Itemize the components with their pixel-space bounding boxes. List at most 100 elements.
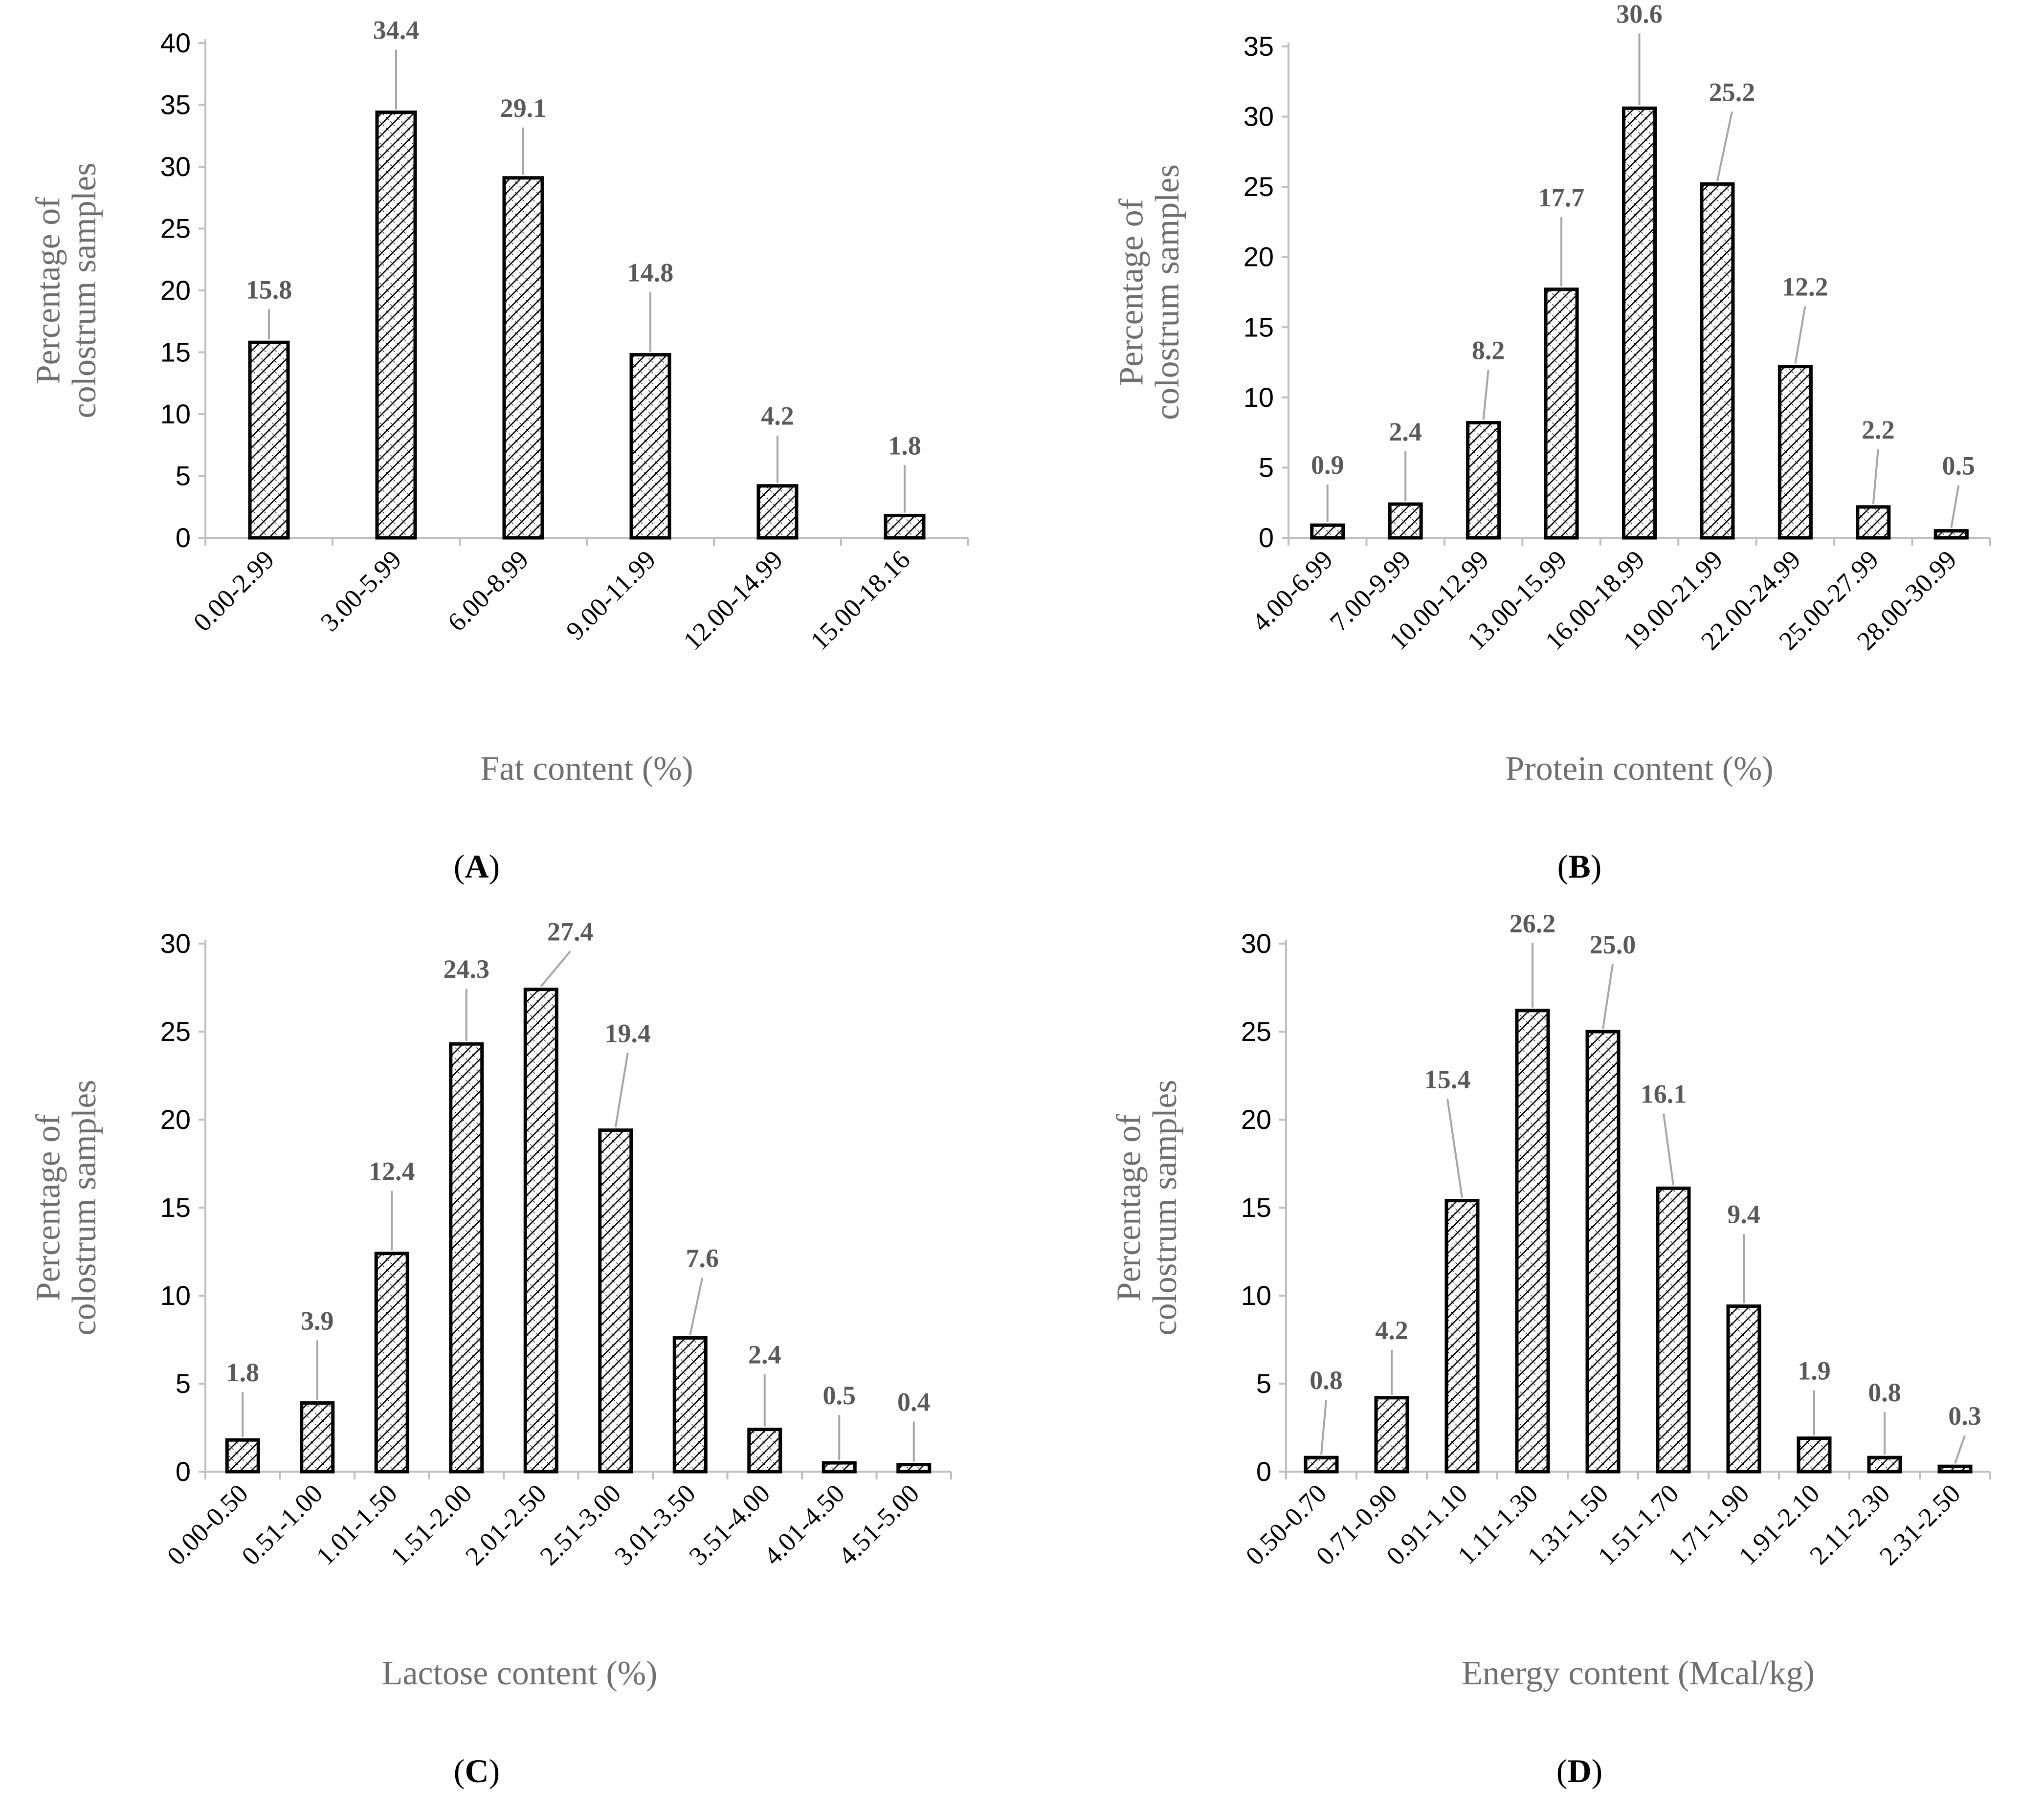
data-label-leader bbox=[1954, 1435, 1966, 1464]
y-tick-label: 10 bbox=[160, 398, 191, 429]
bar bbox=[1856, 505, 1891, 540]
x-tick-label: 12.00-14.99 bbox=[678, 545, 789, 656]
y-tick-label: 15 bbox=[160, 337, 191, 368]
bar bbox=[1374, 1396, 1409, 1474]
bar bbox=[1622, 106, 1657, 540]
bar bbox=[449, 1042, 484, 1474]
data-label: 29.1 bbox=[500, 93, 547, 123]
data-label: 0.3 bbox=[1948, 1401, 1981, 1431]
x-axis-title: Fat content (%) bbox=[480, 750, 693, 788]
data-label: 0.8 bbox=[1868, 1378, 1901, 1407]
chart-lactose-content: 0 5 10 15 20 25 30 1.8 0.00-0.50 3.9 0.51-1.00 12.4… bbox=[30, 917, 952, 1789]
y-tick-label: 25 bbox=[160, 213, 191, 244]
data-label: 1.8 bbox=[226, 1358, 260, 1387]
x-tick-label: 3.01-3.50 bbox=[609, 1478, 701, 1571]
y-tick-label: 10 bbox=[1244, 382, 1274, 413]
y-tick-label: 30 bbox=[160, 151, 191, 182]
x-axis-title: Lactose content (%) bbox=[382, 1655, 658, 1692]
data-label-leader bbox=[614, 1053, 629, 1127]
bar bbox=[1444, 1199, 1480, 1474]
y-tick-label: 20 bbox=[1241, 1104, 1271, 1135]
bar bbox=[822, 1461, 857, 1474]
y-axis-title: Percentage ofcolostrum samples bbox=[1111, 1080, 1184, 1336]
bar bbox=[1388, 502, 1423, 540]
data-label-leader bbox=[1663, 1113, 1674, 1186]
data-label: 7.6 bbox=[686, 1243, 719, 1273]
bar bbox=[1656, 1186, 1691, 1474]
bar bbox=[629, 353, 671, 540]
y-tick-label: 40 bbox=[160, 27, 191, 58]
panel-b: 0 5 10 15 20 25 30 35 0.9 4.00-6.99 2.4 7.00-9.99 8.… bbox=[1022, 0, 2044, 904]
y-tick-label: 10 bbox=[160, 1280, 191, 1311]
bar bbox=[884, 513, 926, 540]
data-label-leader bbox=[1716, 111, 1733, 181]
data-label: 4.2 bbox=[761, 401, 794, 431]
bar bbox=[672, 1336, 708, 1474]
data-label: 0.5 bbox=[823, 1381, 856, 1410]
data-label: 25.2 bbox=[1709, 77, 1755, 107]
bar bbox=[300, 1401, 335, 1474]
bar bbox=[375, 110, 417, 540]
data-label: 8.2 bbox=[1472, 336, 1505, 365]
x-tick-label: 2.01-2.50 bbox=[460, 1478, 552, 1571]
data-label: 34.4 bbox=[373, 16, 420, 45]
data-label: 26.2 bbox=[1510, 909, 1556, 938]
x-tick-label: 1.01-1.50 bbox=[311, 1478, 403, 1571]
bar bbox=[248, 340, 290, 540]
x-tick-label: 0.51-1.00 bbox=[236, 1478, 328, 1571]
bar bbox=[1867, 1456, 1902, 1474]
data-label: 2.2 bbox=[1862, 415, 1895, 444]
y-tick-label: 30 bbox=[1244, 101, 1274, 132]
data-label-leader bbox=[1482, 370, 1489, 420]
bar bbox=[1726, 1304, 1761, 1474]
bar bbox=[1466, 421, 1501, 540]
x-tick-label: 0.00-0.50 bbox=[161, 1478, 254, 1571]
bar bbox=[1515, 1009, 1550, 1474]
y-tick-label: 25 bbox=[160, 1016, 191, 1047]
bar bbox=[1304, 1456, 1339, 1474]
y-tick-label: 25 bbox=[1244, 171, 1274, 202]
y-tick-label: 0 bbox=[176, 522, 191, 553]
y-tick-label: 20 bbox=[160, 275, 191, 306]
data-label: 3.9 bbox=[301, 1306, 334, 1336]
panel-d: 0 5 10 15 20 25 30 0.8 0.50-0.70 4.2 0.71-0.90 15.4… bbox=[1022, 904, 2044, 1809]
panel-label: (C) bbox=[454, 1752, 500, 1789]
data-label-leader bbox=[1446, 1099, 1463, 1198]
data-label: 25.0 bbox=[1590, 930, 1636, 959]
data-label-leader bbox=[540, 950, 571, 987]
bar bbox=[1777, 365, 1813, 540]
data-label: 14.8 bbox=[627, 258, 674, 287]
bar bbox=[1700, 182, 1735, 540]
data-label: 0.8 bbox=[1310, 1366, 1343, 1395]
data-label: 30.6 bbox=[1616, 0, 1663, 28]
y-tick-label: 15 bbox=[1244, 311, 1274, 342]
x-tick-label: 2.51-3.00 bbox=[534, 1478, 626, 1571]
y-tick-label: 0 bbox=[1256, 1456, 1271, 1487]
y-tick-label: 5 bbox=[1256, 1368, 1271, 1399]
y-tick-label: 0 bbox=[1259, 522, 1274, 553]
data-label-leader bbox=[1794, 306, 1806, 364]
y-axis-title: Percentage ofcolostrum samples bbox=[30, 163, 104, 419]
data-label-leader bbox=[1950, 485, 1960, 528]
panel-c: 0 5 10 15 20 25 30 1.8 0.00-0.50 3.9 0.51-1.00 12.4… bbox=[0, 904, 1022, 1809]
x-axis-title: Energy content (Mcal/kg) bbox=[1462, 1655, 1815, 1692]
data-label: 2.4 bbox=[748, 1340, 781, 1369]
data-label: 12.4 bbox=[369, 1157, 415, 1186]
data-label: 24.3 bbox=[444, 954, 490, 984]
bar bbox=[502, 176, 544, 540]
y-tick-label: 35 bbox=[1244, 31, 1274, 62]
y-tick-label: 5 bbox=[176, 1368, 191, 1399]
data-label-leader bbox=[1320, 1400, 1327, 1455]
x-tick-label: 4.00-6.99 bbox=[1246, 545, 1338, 637]
data-label: 19.4 bbox=[605, 1019, 651, 1048]
chart-fat-content: 0 5 10 15 20 25 30 35 40 15.8 0.00-2.99 34.4 3.00-5.… bbox=[30, 16, 969, 885]
y-axis-title: Percentage ofcolostrum samples bbox=[1113, 164, 1187, 420]
y-tick-label: 30 bbox=[1241, 928, 1271, 959]
chart-protein-content: 051015202530350.94.00-6.992.47.00-9.998.… bbox=[1113, 0, 1991, 885]
data-label: 15.4 bbox=[1424, 1065, 1471, 1094]
panel-label: (B) bbox=[1557, 848, 1602, 885]
data-label-leader bbox=[1872, 449, 1879, 505]
y-axis-title: Percentage ofcolostrum samples bbox=[30, 1080, 104, 1336]
data-label: 15.8 bbox=[246, 275, 292, 304]
data-label: 0.4 bbox=[897, 1388, 931, 1417]
